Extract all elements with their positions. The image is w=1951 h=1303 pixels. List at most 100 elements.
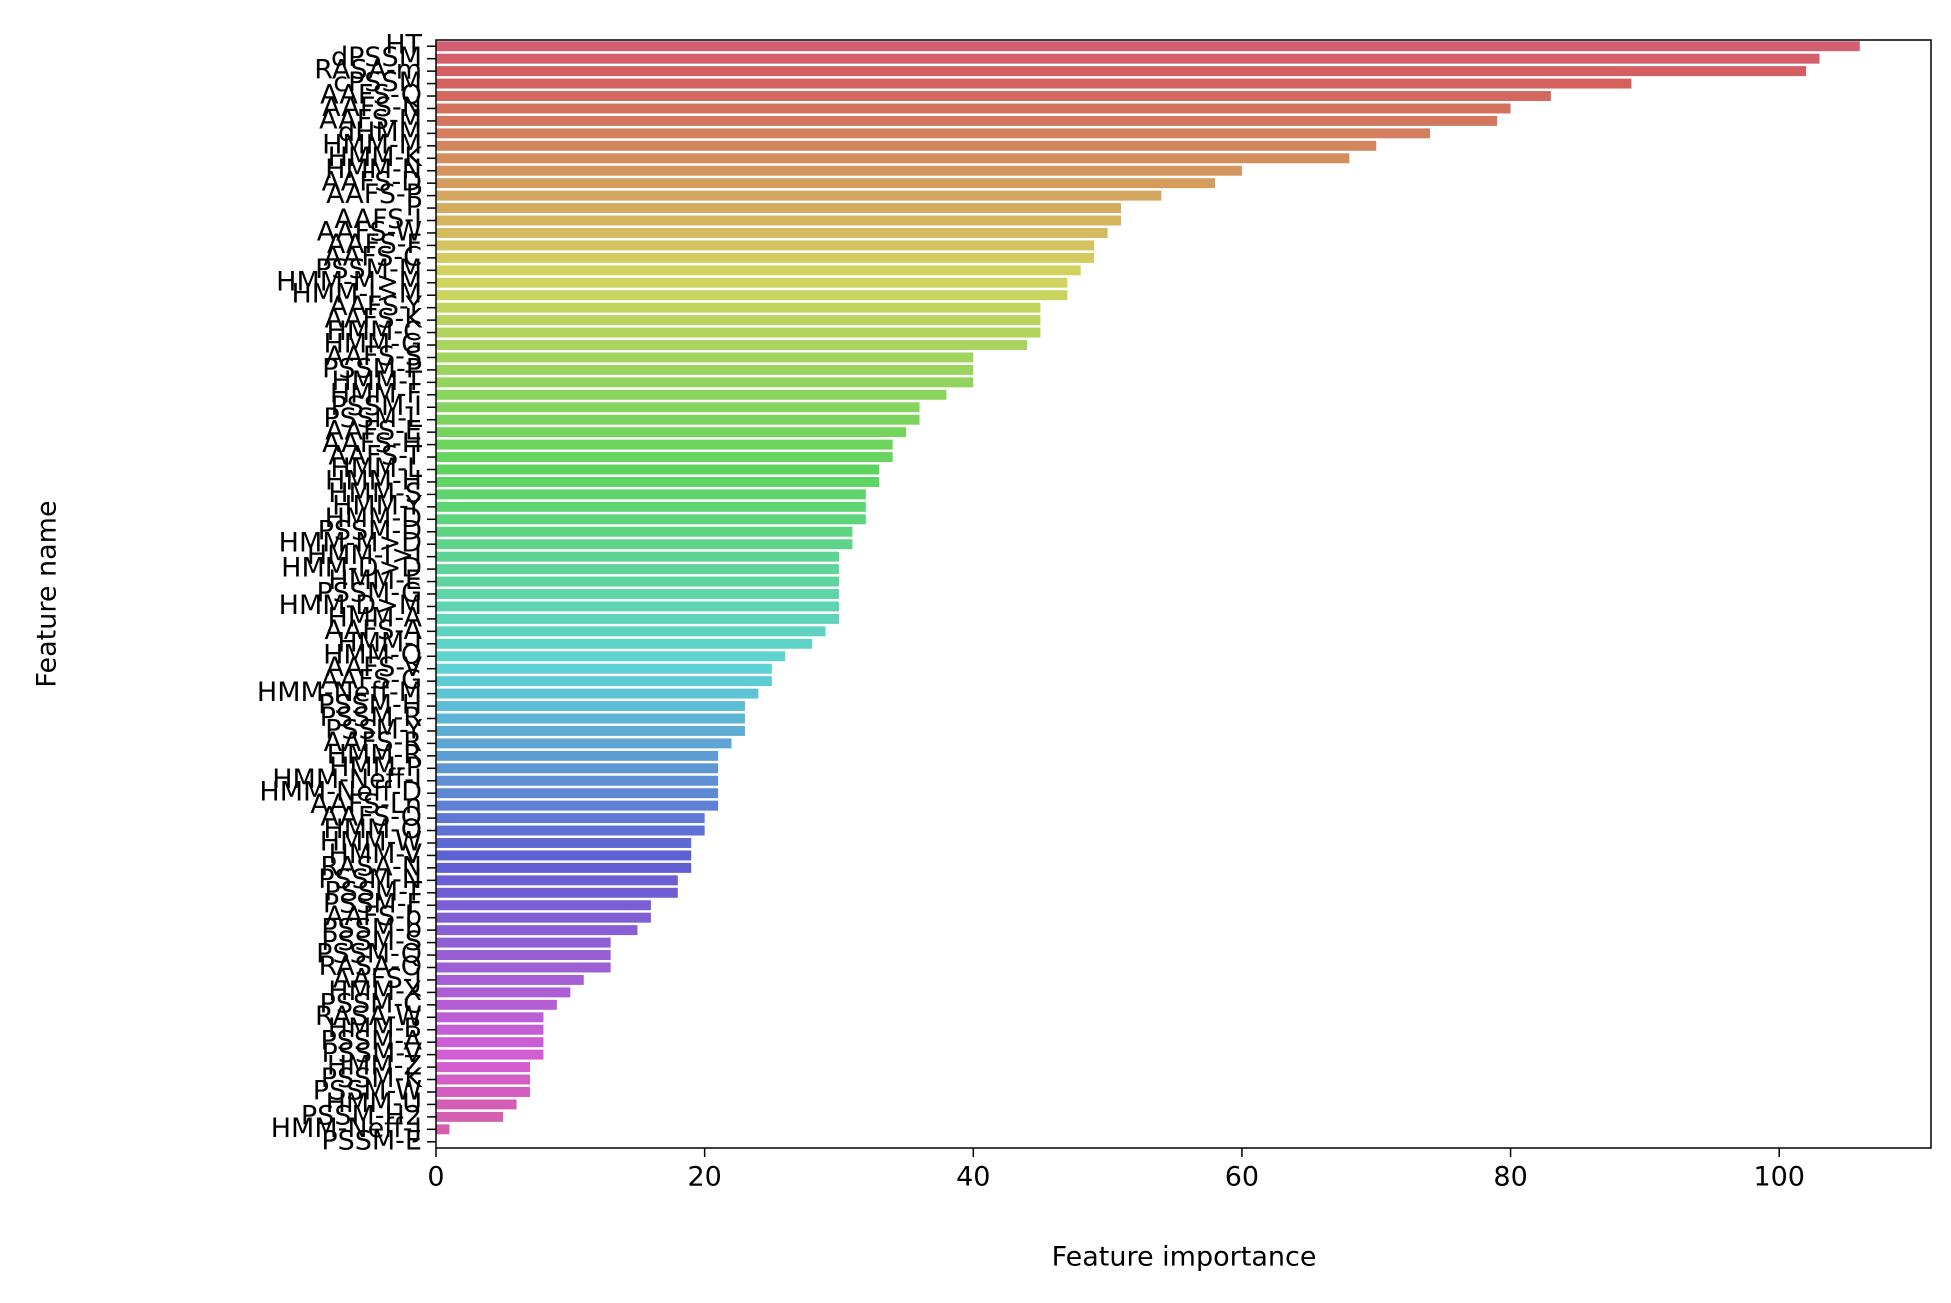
bar [436, 838, 692, 848]
bar [436, 813, 705, 824]
y-tick-label: PSSM-H [318, 690, 422, 721]
bar [436, 452, 893, 463]
bar [436, 128, 1430, 139]
y-tick-label: AAFS-b [325, 901, 422, 932]
bar [436, 725, 745, 736]
y-tick-label: HMM-U [326, 1088, 422, 1119]
x-tick-label: 20 [687, 1162, 721, 1193]
bar [436, 140, 1377, 151]
bar [436, 414, 920, 425]
y-tick-label: AAFS-J [333, 963, 422, 994]
y-tick-label: AAFS-F [327, 229, 422, 260]
bar [436, 389, 947, 400]
bar [436, 701, 745, 712]
bar [436, 115, 1498, 126]
y-tick-label: P [406, 192, 422, 223]
bar [436, 638, 813, 649]
y-tick-label: AAFS-N [322, 92, 422, 123]
bar [436, 974, 584, 985]
bar [436, 1037, 544, 1048]
y-tick-label: dHMM [338, 117, 422, 148]
y-tick-label: PSSM-T [324, 876, 422, 907]
bar [436, 178, 1216, 189]
y-tick-label: HMM-E [328, 565, 422, 596]
bar [436, 514, 866, 525]
y-tick-label: HMM-Neff-M [257, 677, 422, 708]
y-tick-label: PSSM-Y [325, 714, 422, 745]
bar [436, 190, 1162, 201]
y-tick-label: HMM-I>I [307, 540, 422, 571]
y-tick-label: PSSM-V [322, 1038, 423, 1069]
y-tick-label: PSSM-F [323, 889, 422, 920]
y-axis-label: Feature name [32, 500, 63, 687]
y-tick-label: PSSM-N [318, 864, 422, 895]
y-tick-label: HMM-P [329, 752, 422, 783]
bar [436, 464, 880, 475]
bar [436, 912, 651, 923]
y-tick-label: AAFS-I [334, 204, 422, 235]
y-tick-label: PSSM-M [315, 254, 422, 285]
bar [436, 613, 839, 624]
bar [436, 738, 732, 749]
y-tick-label: HMM-D>D [281, 553, 422, 584]
x-axis-label: Feature importance [1052, 1242, 1317, 1273]
bar [436, 53, 1820, 64]
bar [436, 875, 678, 886]
y-tick-label: HMM-M>M [276, 266, 422, 297]
y-tick-label: AAFS-S [325, 341, 422, 372]
y-tick-label: HMM-Q [323, 640, 422, 671]
bar [436, 937, 611, 948]
bar [436, 713, 745, 724]
bar [436, 91, 1551, 102]
x-tick-label: 0 [427, 1162, 444, 1193]
bar [436, 887, 678, 898]
y-tick-label: HMM-H [325, 465, 422, 496]
y-tick-label: AAFS-G [320, 665, 422, 696]
y-tick-label: PSSM-P [322, 353, 422, 384]
y-tick-label: AAFS-O [320, 802, 422, 833]
bar [436, 601, 839, 612]
bar [436, 476, 880, 487]
y-tick-label: HMM-R [327, 739, 422, 770]
bar [436, 950, 611, 961]
y-tick-label: HMM-M [322, 129, 422, 160]
y-tick-label: HT [385, 30, 422, 61]
bar [436, 265, 1081, 276]
y-tick-label: PSSM-W [313, 1075, 422, 1106]
y-tick-label: AAFS-R [324, 727, 422, 758]
y-tick-label: PSSM-R [320, 702, 422, 733]
bar [436, 352, 974, 363]
bar [436, 862, 692, 873]
y-tick-label: AAFS-K [325, 304, 424, 335]
y-tick-label: AAFS-W [317, 216, 422, 247]
y-tick-label: HMM-F [330, 378, 422, 409]
y-tick-label: AAFS-Q [320, 80, 422, 111]
y-tick-label: cPSSM [333, 67, 422, 98]
y-tick-label: HMM-B [328, 1013, 422, 1044]
y-tick-label: HMM-Neff-D [259, 777, 422, 808]
y-tick-label: PSSM-C [320, 988, 422, 1019]
bar [436, 526, 853, 537]
y-tick-label: PSSM-D [318, 515, 422, 546]
y-tick-label: HMM-V [328, 839, 422, 870]
y-tick-label: AAFS-D [322, 167, 422, 198]
y-tick-label: PSSM-S [321, 926, 422, 957]
y-tick-label: HMM-K [328, 142, 424, 173]
bar [436, 750, 719, 761]
bar [436, 1062, 531, 1073]
bar [436, 999, 557, 1010]
bar [436, 78, 1632, 89]
bar [436, 66, 1807, 77]
bar [436, 1086, 531, 1097]
x-tick-label: 100 [1753, 1162, 1805, 1193]
y-tick-label: PSSM-K [321, 1063, 424, 1094]
bar [436, 788, 719, 799]
x-tick-label: 40 [956, 1162, 990, 1193]
y-tick-label: HMM-G [323, 329, 422, 360]
bar [436, 900, 651, 911]
y-tick-label: HMM-L [330, 453, 422, 484]
y-tick-label: AAFS-Y [329, 291, 422, 322]
bar [436, 327, 1041, 338]
bar [436, 551, 839, 562]
x-tick-label: 80 [1493, 1162, 1527, 1193]
